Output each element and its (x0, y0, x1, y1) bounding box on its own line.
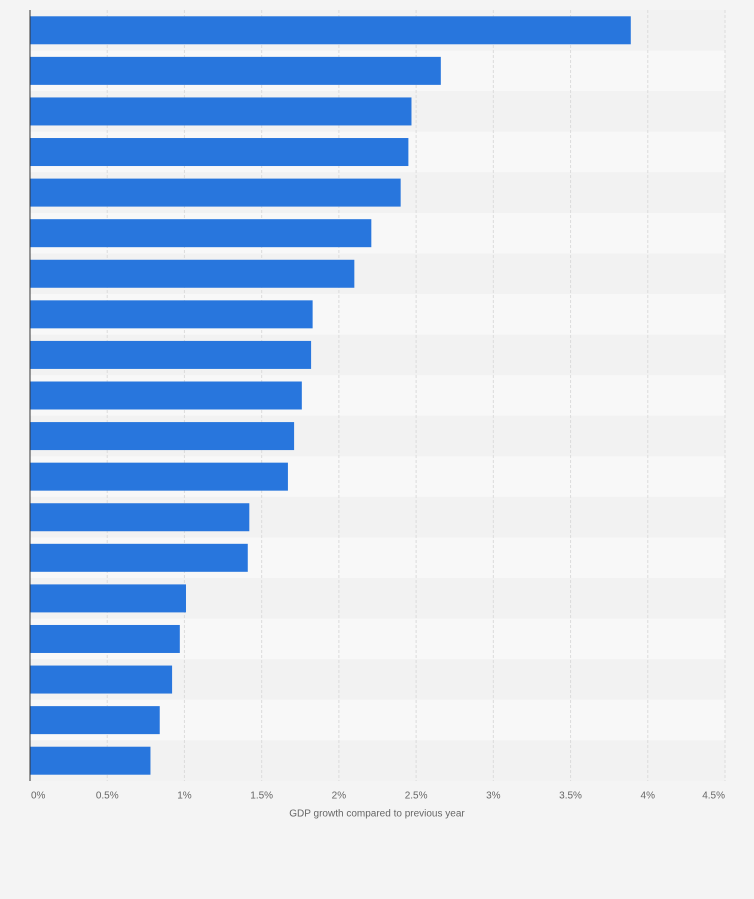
bar (30, 422, 295, 451)
x-tick-label: 0% (31, 791, 46, 802)
bar (30, 259, 355, 288)
x-tick-label: 4% (641, 791, 656, 802)
bar (30, 340, 312, 369)
bar (30, 462, 288, 491)
bar (30, 624, 180, 653)
bar (30, 178, 401, 207)
bar (30, 56, 441, 85)
x-tick-label: 1.5% (250, 791, 273, 802)
bar (30, 503, 250, 532)
bar (30, 543, 248, 572)
bar (30, 584, 186, 613)
bar (30, 706, 160, 735)
bar (30, 381, 302, 410)
x-tick-label: 3.5% (559, 791, 582, 802)
x-tick-label: 2.5% (405, 791, 428, 802)
x-tick-label: 1% (177, 791, 192, 802)
x-tick-label: 4.5% (702, 791, 725, 802)
x-tick-label: 3% (486, 791, 501, 802)
bar (30, 746, 151, 775)
bar (30, 300, 313, 329)
x-tick-label: 0.5% (96, 791, 119, 802)
x-axis-title: GDP growth compared to previous year (289, 809, 465, 820)
bar (30, 138, 409, 167)
bar (30, 219, 372, 248)
x-tick-label: 2% (332, 791, 347, 802)
bar (30, 665, 173, 694)
bar (30, 16, 631, 45)
bar (30, 97, 412, 126)
